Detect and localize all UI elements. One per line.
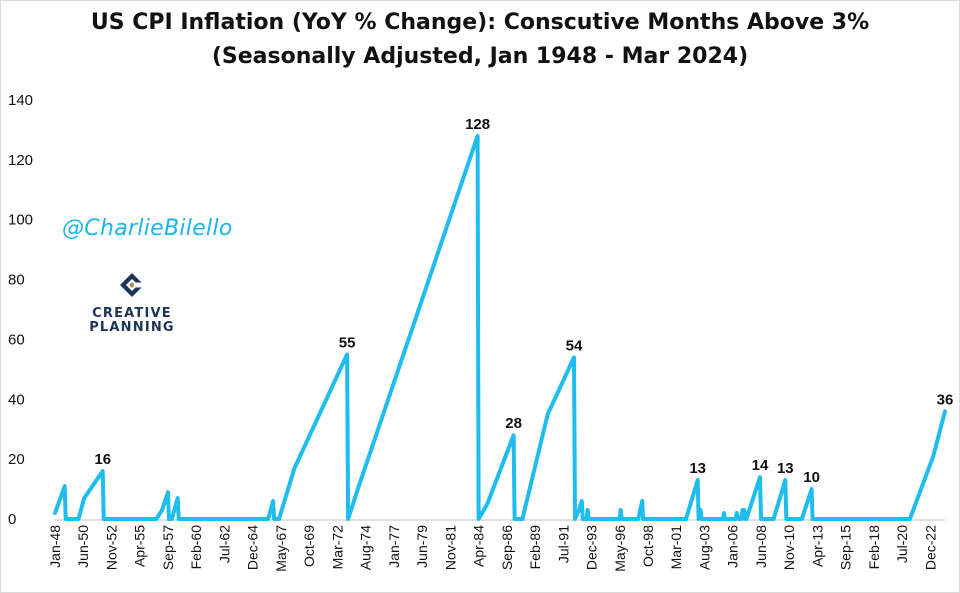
x-tick-label: Jul-20 [894,525,910,563]
x-tick-label: Mar-72 [329,525,345,570]
x-tick-label: Apr-84 [471,525,487,567]
data-label: 13 [689,460,706,477]
x-tick-label: Oct-98 [640,525,656,567]
author-handle: @CharlieBilello [62,216,233,241]
series-line [53,133,947,521]
x-tick-label: Jul-62 [216,525,232,563]
x-tick-label: Sep-57 [160,525,176,570]
x-tick-label: Nov-10 [781,525,797,570]
x-tick-label: Aug-03 [696,525,712,570]
x-tick-label: May-67 [273,525,289,572]
data-label: 128 [465,116,490,133]
data-label: 55 [339,334,356,351]
x-tick-label: Nov-52 [103,525,119,570]
x-tick-label: Jan-77 [386,525,402,568]
x-tick-label: Jul-91 [555,525,571,563]
x-tick-label: Feb-60 [188,525,204,570]
x-tick-label: Jun-79 [414,525,430,568]
data-label: 28 [505,415,522,432]
x-tick-label: Nov-81 [442,525,458,570]
x-tick-label: Jan-48 [47,525,63,568]
x-tick-label: Sep-86 [499,525,515,570]
chart-subtitle: (Seasonally Adjusted, Jan 1948 - Mar 202… [211,44,749,69]
x-tick-label: Jun-50 [75,525,91,568]
x-tick-label: Oct-69 [301,525,317,567]
y-tick-label: 120 [8,152,33,169]
creative-planning-logo: CREATIVE PLANNING [84,272,180,335]
data-label: 14 [752,457,769,474]
creative-planning-logo-icon [120,273,144,297]
x-tick-label: Apr-13 [809,525,825,567]
x-tick-label: Dec-93 [584,525,600,570]
x-tick-label: Feb-18 [866,525,882,570]
y-tick-label: 40 [8,391,25,408]
data-label: 13 [777,460,794,477]
x-tick-label: Aug-74 [358,525,374,570]
logo-text-line2: PLANNING [89,320,175,335]
data-label: 54 [566,337,583,354]
x-tick-label: Feb-89 [527,525,543,570]
x-tick-label: Mar-01 [668,525,684,570]
logo-text-line1: CREATIVE [92,306,172,321]
y-tick-label: 60 [8,331,25,348]
y-tick-label: 20 [8,451,25,468]
x-tick-label: Apr-55 [132,525,148,567]
y-tick-label: 140 [8,92,33,109]
y-tick-label: 100 [8,212,33,229]
chart-title-block: US CPI Inflation (YoY % Change): Conscut… [0,6,960,74]
x-tick-label: Dec-22 [922,525,938,570]
chart-title: US CPI Inflation (YoY % Change): Conscut… [90,10,870,35]
data-label: 36 [937,391,954,408]
data-label: 10 [803,469,820,486]
x-tick-label: Sep-15 [838,525,854,570]
y-tick-label: 0 [8,511,16,528]
x-tick-label: Jun-08 [753,525,769,568]
data-label: 16 [94,451,111,468]
x-tick-label: May-96 [612,525,628,572]
x-tick-label: Jan-06 [725,525,741,568]
y-tick-label: 80 [8,272,25,289]
x-tick-label: Dec-64 [245,525,261,570]
